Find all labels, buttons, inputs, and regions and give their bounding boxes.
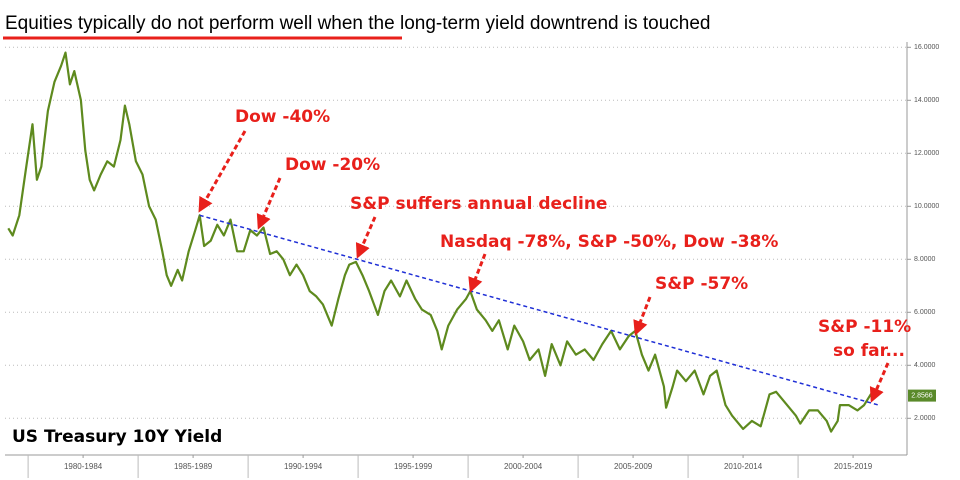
annotation-arrow <box>468 253 487 293</box>
y-tick-label: 2.0000 <box>914 415 936 422</box>
annotation-arrow <box>256 177 282 230</box>
chart-label: US Treasury 10Y Yield <box>12 427 222 447</box>
data-line <box>7 51 876 433</box>
y-tick-label: 10.0000 <box>914 203 939 210</box>
annotation-arrow <box>355 216 377 259</box>
annotation-arrow <box>633 296 652 336</box>
x-tick-label: 1990-1994 <box>284 462 323 471</box>
annotation-arrow <box>198 130 247 213</box>
trend-line <box>199 214 880 407</box>
annotation: S&P suffers annual decline <box>350 194 607 214</box>
annotation-arrow <box>869 362 890 403</box>
y-tick-label: 16.0000 <box>914 44 939 51</box>
last-value-label: 2.8566 <box>911 392 933 399</box>
annotation: Nasdaq -78%, S&P -50%, Dow -38% <box>440 232 778 252</box>
annotation: so far... <box>833 341 905 361</box>
x-tick-label: 2000-2004 <box>504 462 543 471</box>
x-tick-label: 2010-2014 <box>724 462 763 471</box>
x-tick-label: 2015-2019 <box>834 462 873 471</box>
x-tick-label: 1995-1999 <box>394 462 433 471</box>
y-tick-label: 4.0000 <box>914 362 936 369</box>
x-tick-label: 1980-1984 <box>64 462 103 471</box>
chart-title: Equities typically do not perform well w… <box>5 13 710 34</box>
y-tick-label: 12.0000 <box>914 150 939 157</box>
annotation: Dow -40% <box>235 107 330 127</box>
y-tick-label: 6.0000 <box>914 309 936 316</box>
annotation: S&P -57% <box>655 274 748 294</box>
x-tick-label: 2005-2009 <box>614 462 653 471</box>
annotation: Dow -20% <box>285 155 380 175</box>
x-tick-label: 1985-1989 <box>174 462 213 471</box>
annotation: S&P -11% <box>818 317 911 337</box>
y-tick-label: 14.0000 <box>914 97 939 104</box>
y-tick-label: 8.0000 <box>914 256 936 263</box>
last-value-box <box>908 389 936 402</box>
